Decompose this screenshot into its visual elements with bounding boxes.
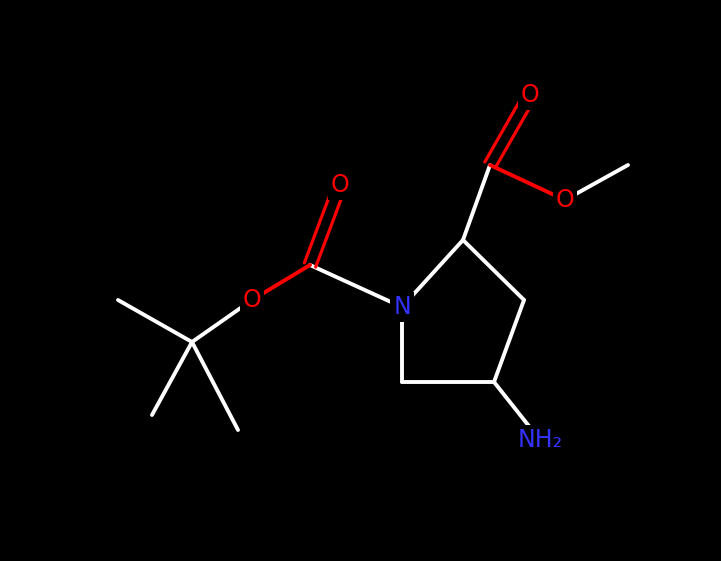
Text: O: O bbox=[521, 83, 539, 107]
Text: O: O bbox=[556, 188, 575, 212]
Text: O: O bbox=[243, 288, 262, 312]
Text: NH₂: NH₂ bbox=[518, 428, 562, 452]
Text: O: O bbox=[331, 173, 350, 197]
Text: N: N bbox=[393, 295, 411, 319]
